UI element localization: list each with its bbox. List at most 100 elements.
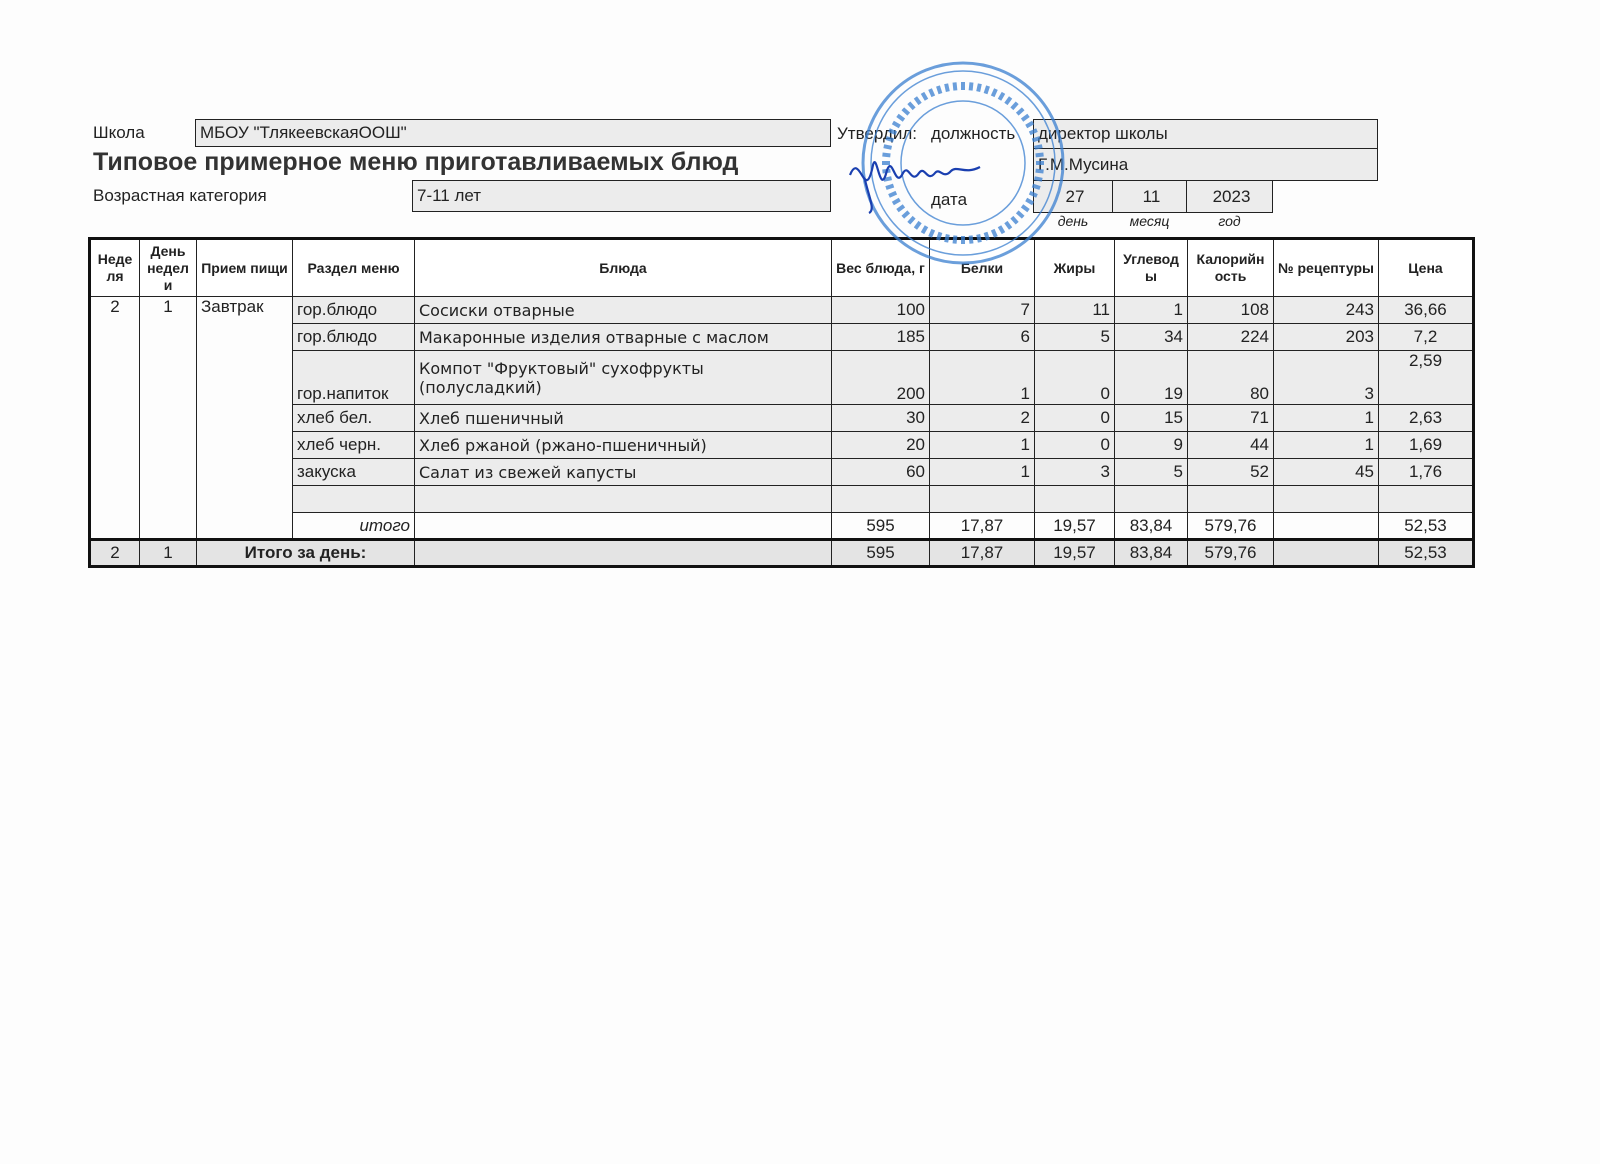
empty-cell xyxy=(1034,485,1115,513)
month-caption: месяц xyxy=(1129,213,1170,229)
week-cell: 2 xyxy=(89,296,140,540)
col-day: День недел и xyxy=(139,238,197,297)
total-week: 2 xyxy=(89,538,140,567)
carbs-cell: 19 xyxy=(1114,350,1188,405)
fat-total: 19,57 xyxy=(1034,538,1115,567)
age-field: 7-11 лет xyxy=(412,180,831,212)
page-title: Типовое примерное меню приготавливаемых … xyxy=(93,148,739,176)
price-cell: 2,63 xyxy=(1378,404,1474,432)
school-stamp xyxy=(861,61,1065,265)
protein-cell: 2 xyxy=(929,404,1035,432)
protein-total: 17,87 xyxy=(929,538,1035,567)
protein-cell: 1 xyxy=(929,458,1035,486)
kcal-cell: 71 xyxy=(1187,404,1274,432)
kcal-cell: 224 xyxy=(1187,323,1274,351)
col-section: Раздел меню xyxy=(292,238,415,297)
stamp-ring-mark xyxy=(920,91,929,101)
empty-cell xyxy=(292,485,415,513)
stamp-ring-mark xyxy=(882,152,891,158)
stamp-ring-mark xyxy=(1035,152,1044,158)
stamp-ring-mark xyxy=(883,144,893,150)
stamp-ring-mark xyxy=(976,233,982,243)
stamp-ring-mark xyxy=(1035,168,1044,174)
stamp-ring-mark xyxy=(1031,183,1041,190)
price-cell: 36,66 xyxy=(1378,296,1474,324)
empty-cell xyxy=(1114,485,1188,513)
weight-total: 595 xyxy=(831,538,930,567)
section-cell: гор.блюдо xyxy=(292,296,415,324)
section-cell: гор.напиток xyxy=(292,350,415,405)
empty-cell xyxy=(1273,485,1379,513)
stamp-ring-mark xyxy=(1025,197,1035,206)
kcal-cell: 108 xyxy=(1187,296,1274,324)
fat-cell: 3 xyxy=(1034,458,1115,486)
kcal-cell: 52 xyxy=(1187,458,1274,486)
dish-cell: Сосиски отварные xyxy=(414,296,832,324)
subtotal-row: итого 595 17,87 19,57 83,84 579,76 52,53 xyxy=(90,512,1474,540)
stamp-ring-mark xyxy=(913,96,922,106)
table-header: Неде ля День недел и Прием пищи Раздел м… xyxy=(89,238,1474,297)
position-label: должность xyxy=(931,124,1016,143)
stamp-ring-mark xyxy=(920,225,929,235)
school-field: МБОУ "ТлякеевскаяООШ" xyxy=(195,119,831,147)
weight-cell: 100 xyxy=(831,296,930,324)
stamp-ring-mark xyxy=(891,197,901,206)
stamp-ring-mark xyxy=(1028,190,1038,198)
table-row: хлеб бел. Хлеб пшеничный 30 2 0 15 71 1 2,63 xyxy=(90,404,1474,432)
table-row: 2 1 Завтрак гор.блюдо Сосиски отварные 100… xyxy=(89,296,1474,540)
day-field: 27 xyxy=(1033,180,1113,213)
stamp-ring-mark xyxy=(1036,161,1044,165)
col-dish: Блюда xyxy=(414,238,832,297)
dish-cell: Салат из свежей капусты xyxy=(414,458,832,486)
stamp-ring-mark xyxy=(968,82,974,91)
section-cell: хлеб черн. xyxy=(292,431,415,459)
menu-table: Неде ля День недел и Прием пищи Раздел м… xyxy=(88,237,1475,568)
stamp-ring-mark xyxy=(997,225,1006,235)
price-cell: 7,2 xyxy=(1378,323,1474,351)
stamp-ring-mark xyxy=(990,88,998,98)
protein-cell: 1 xyxy=(929,350,1035,405)
weight-cell: 30 xyxy=(831,404,930,432)
empty-cell xyxy=(1273,538,1379,567)
year-caption: год xyxy=(1218,213,1241,229)
stamp-ring-mark xyxy=(961,82,965,90)
weight-cell: 185 xyxy=(831,323,930,351)
recipe-cell: 203 xyxy=(1273,323,1379,351)
price-cell: 2,59 xyxy=(1378,350,1474,405)
stamp-ring-mark xyxy=(990,228,998,238)
empty-cell xyxy=(414,485,832,513)
fat-cell: 0 xyxy=(1034,350,1115,405)
stamp-ring-mark xyxy=(936,231,943,241)
stamp-ring-mark xyxy=(952,235,958,244)
stamp-ring-mark xyxy=(961,236,965,244)
empty-row xyxy=(90,485,1474,513)
carbs-total: 83,84 xyxy=(1114,538,1188,567)
col-kcal: Калорийн ость xyxy=(1187,238,1274,297)
weight-cell: 20 xyxy=(831,431,930,459)
price-cell: 1,76 xyxy=(1378,458,1474,486)
kcal-cell: 80 xyxy=(1187,350,1274,405)
protein-cell: 1 xyxy=(929,431,1035,459)
stamp-ring-mark xyxy=(882,161,890,165)
recipe-cell: 3 xyxy=(1273,350,1379,405)
subtotal-label: итого xyxy=(292,512,415,540)
weight-cell: 200 xyxy=(831,350,930,405)
stamp-ring-mark xyxy=(1020,204,1030,213)
empty-cell xyxy=(929,485,1035,513)
stamp-ring-mark xyxy=(976,83,982,93)
price-total: 52,53 xyxy=(1378,538,1474,567)
fat-cell: 5 xyxy=(1034,323,1115,351)
stamp-ring-mark xyxy=(1004,96,1013,106)
carbs-cell: 15 xyxy=(1114,404,1188,432)
empty-cell xyxy=(1273,512,1379,540)
age-label: Возрастная категория xyxy=(93,186,267,205)
stamp-ring-mark xyxy=(1015,210,1025,219)
signature xyxy=(848,161,981,214)
empty-cell xyxy=(1187,485,1274,513)
kcal-total: 579,76 xyxy=(1187,538,1274,567)
empty-cell xyxy=(414,512,832,540)
col-carbs: Углевод ы xyxy=(1114,238,1188,297)
table-row: закуска Салат из свежей капусты 60 1 3 5 52 45 1… xyxy=(90,458,1474,486)
stamp-ring-mark xyxy=(885,136,895,143)
